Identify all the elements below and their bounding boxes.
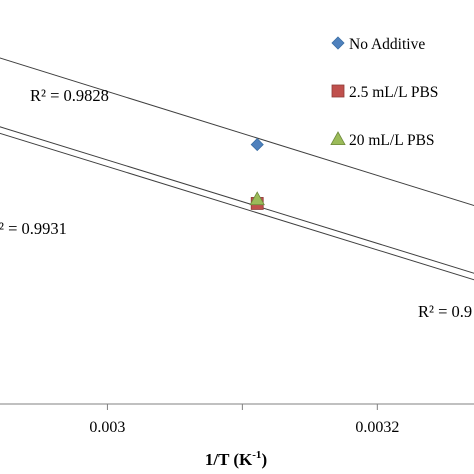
legend-marker xyxy=(331,84,345,98)
r-squared-label: R² = 0.9828 xyxy=(30,86,109,105)
r-squared-label: R² = 0.9 xyxy=(418,302,472,321)
trendline xyxy=(0,132,474,281)
data-point xyxy=(250,138,264,152)
r-squared-label: R² = 0.9931 xyxy=(0,219,67,238)
legend-label: 2.5 mL/L PBS xyxy=(349,84,438,101)
data-point xyxy=(249,191,265,206)
legend-label: No Additive xyxy=(349,36,425,53)
legend-marker xyxy=(331,36,345,50)
x-axis-title: 1/T (K-1) xyxy=(205,449,267,469)
legend-label: 20 mL/L PBS xyxy=(349,132,435,149)
x-tick-label: 0.003 xyxy=(89,419,125,436)
x-tick-label: 0.0032 xyxy=(355,419,399,436)
trendline xyxy=(0,57,474,207)
trendline xyxy=(0,126,474,274)
legend: No Additive 2.5 mL/L PBS 20 mL/L PBS xyxy=(330,36,438,149)
legend-marker xyxy=(330,131,346,146)
